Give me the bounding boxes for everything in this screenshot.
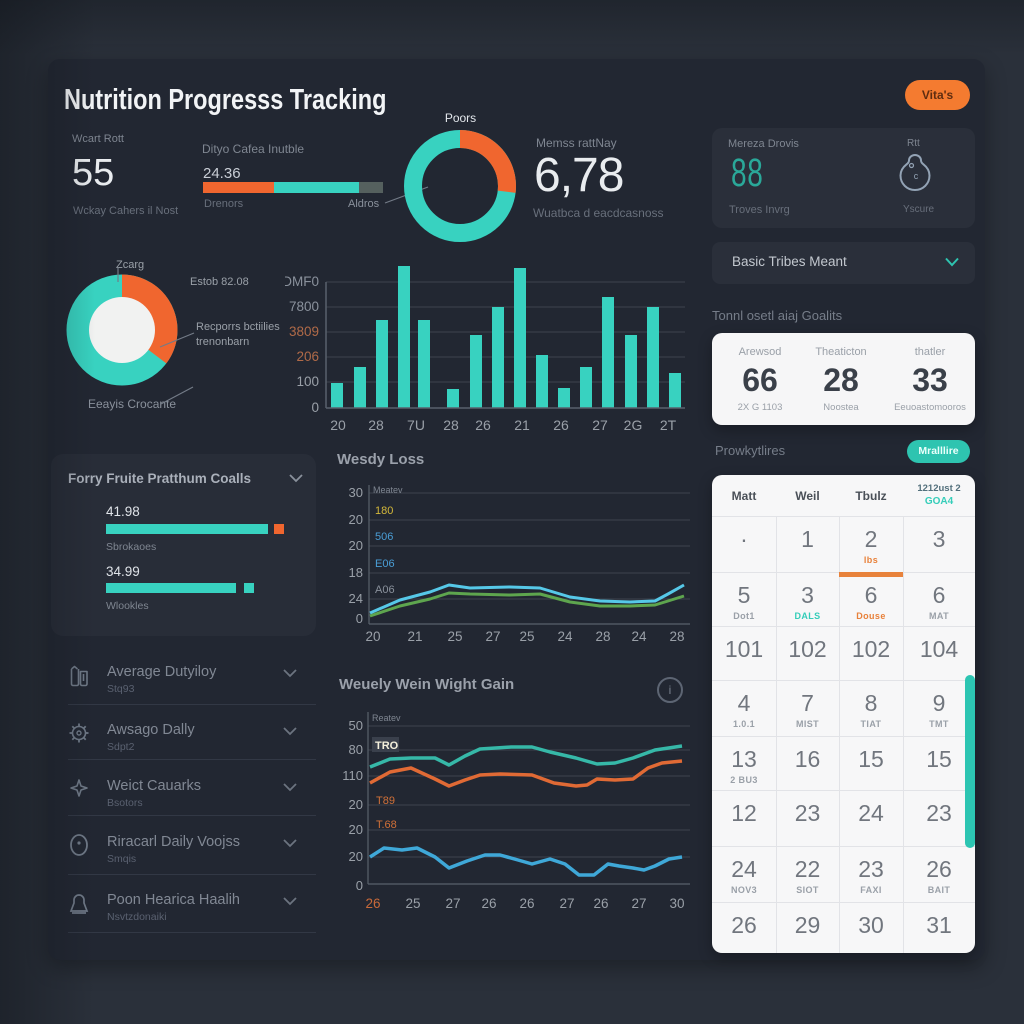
svg-text:Meatev: Meatev	[373, 485, 403, 495]
svg-text:28: 28	[595, 629, 610, 644]
svg-text:0: 0	[356, 878, 363, 893]
svg-text:T89: T89	[376, 795, 395, 807]
svg-text:26: 26	[593, 896, 608, 911]
svg-text:20: 20	[349, 538, 363, 553]
svg-text:3809: 3809	[289, 324, 319, 339]
svg-text:25: 25	[519, 629, 534, 644]
svg-text:DMF0: DMF0	[285, 274, 319, 289]
svg-text:30: 30	[349, 485, 363, 500]
svg-text:28: 28	[669, 629, 684, 644]
svg-text:27: 27	[631, 896, 646, 911]
svg-text:0: 0	[356, 611, 363, 626]
svg-text:28: 28	[443, 417, 459, 433]
svg-text:21: 21	[514, 417, 530, 433]
svg-text:24: 24	[557, 629, 573, 644]
svg-text:25: 25	[405, 896, 420, 911]
svg-text:T.68: T.68	[376, 819, 397, 831]
svg-text:21: 21	[407, 629, 422, 644]
svg-text:7U: 7U	[407, 417, 425, 433]
svg-text:506: 506	[375, 531, 393, 543]
svg-text:18: 18	[349, 565, 363, 580]
svg-text:20: 20	[349, 797, 363, 812]
svg-text:0: 0	[311, 400, 319, 415]
svg-text:24: 24	[631, 629, 647, 644]
svg-text:110: 110	[342, 768, 363, 783]
svg-text:20: 20	[349, 822, 363, 837]
svg-text:50: 50	[349, 718, 363, 733]
svg-text:TRO: TRO	[375, 740, 399, 752]
svg-text:A06: A06	[375, 584, 395, 596]
svg-text:2T: 2T	[660, 417, 677, 433]
svg-text:2G: 2G	[624, 417, 643, 433]
svg-text:20: 20	[330, 417, 346, 433]
svg-text:100: 100	[296, 374, 319, 389]
svg-text:26: 26	[475, 417, 491, 433]
svg-text:27: 27	[445, 896, 460, 911]
svg-text:27: 27	[559, 896, 574, 911]
svg-text:E06: E06	[375, 558, 395, 570]
svg-text:80: 80	[349, 742, 363, 757]
svg-text:26: 26	[553, 417, 569, 433]
svg-text:25: 25	[447, 629, 462, 644]
svg-text:27: 27	[485, 629, 500, 644]
svg-text:Reatev: Reatev	[372, 713, 401, 723]
svg-text:24: 24	[349, 591, 363, 606]
svg-text:7800: 7800	[289, 299, 319, 314]
svg-text:26: 26	[481, 896, 496, 911]
svg-text:26: 26	[519, 896, 534, 911]
svg-text:180: 180	[375, 505, 393, 517]
svg-text:28: 28	[368, 417, 384, 433]
svg-text:c: c	[914, 171, 919, 181]
svg-text:20: 20	[349, 849, 363, 864]
svg-text:20: 20	[365, 629, 380, 644]
svg-text:30: 30	[669, 896, 684, 911]
svg-text:20: 20	[349, 512, 363, 527]
svg-text:26: 26	[365, 896, 380, 911]
svg-text:27: 27	[592, 417, 608, 433]
svg-text:206: 206	[296, 349, 319, 364]
